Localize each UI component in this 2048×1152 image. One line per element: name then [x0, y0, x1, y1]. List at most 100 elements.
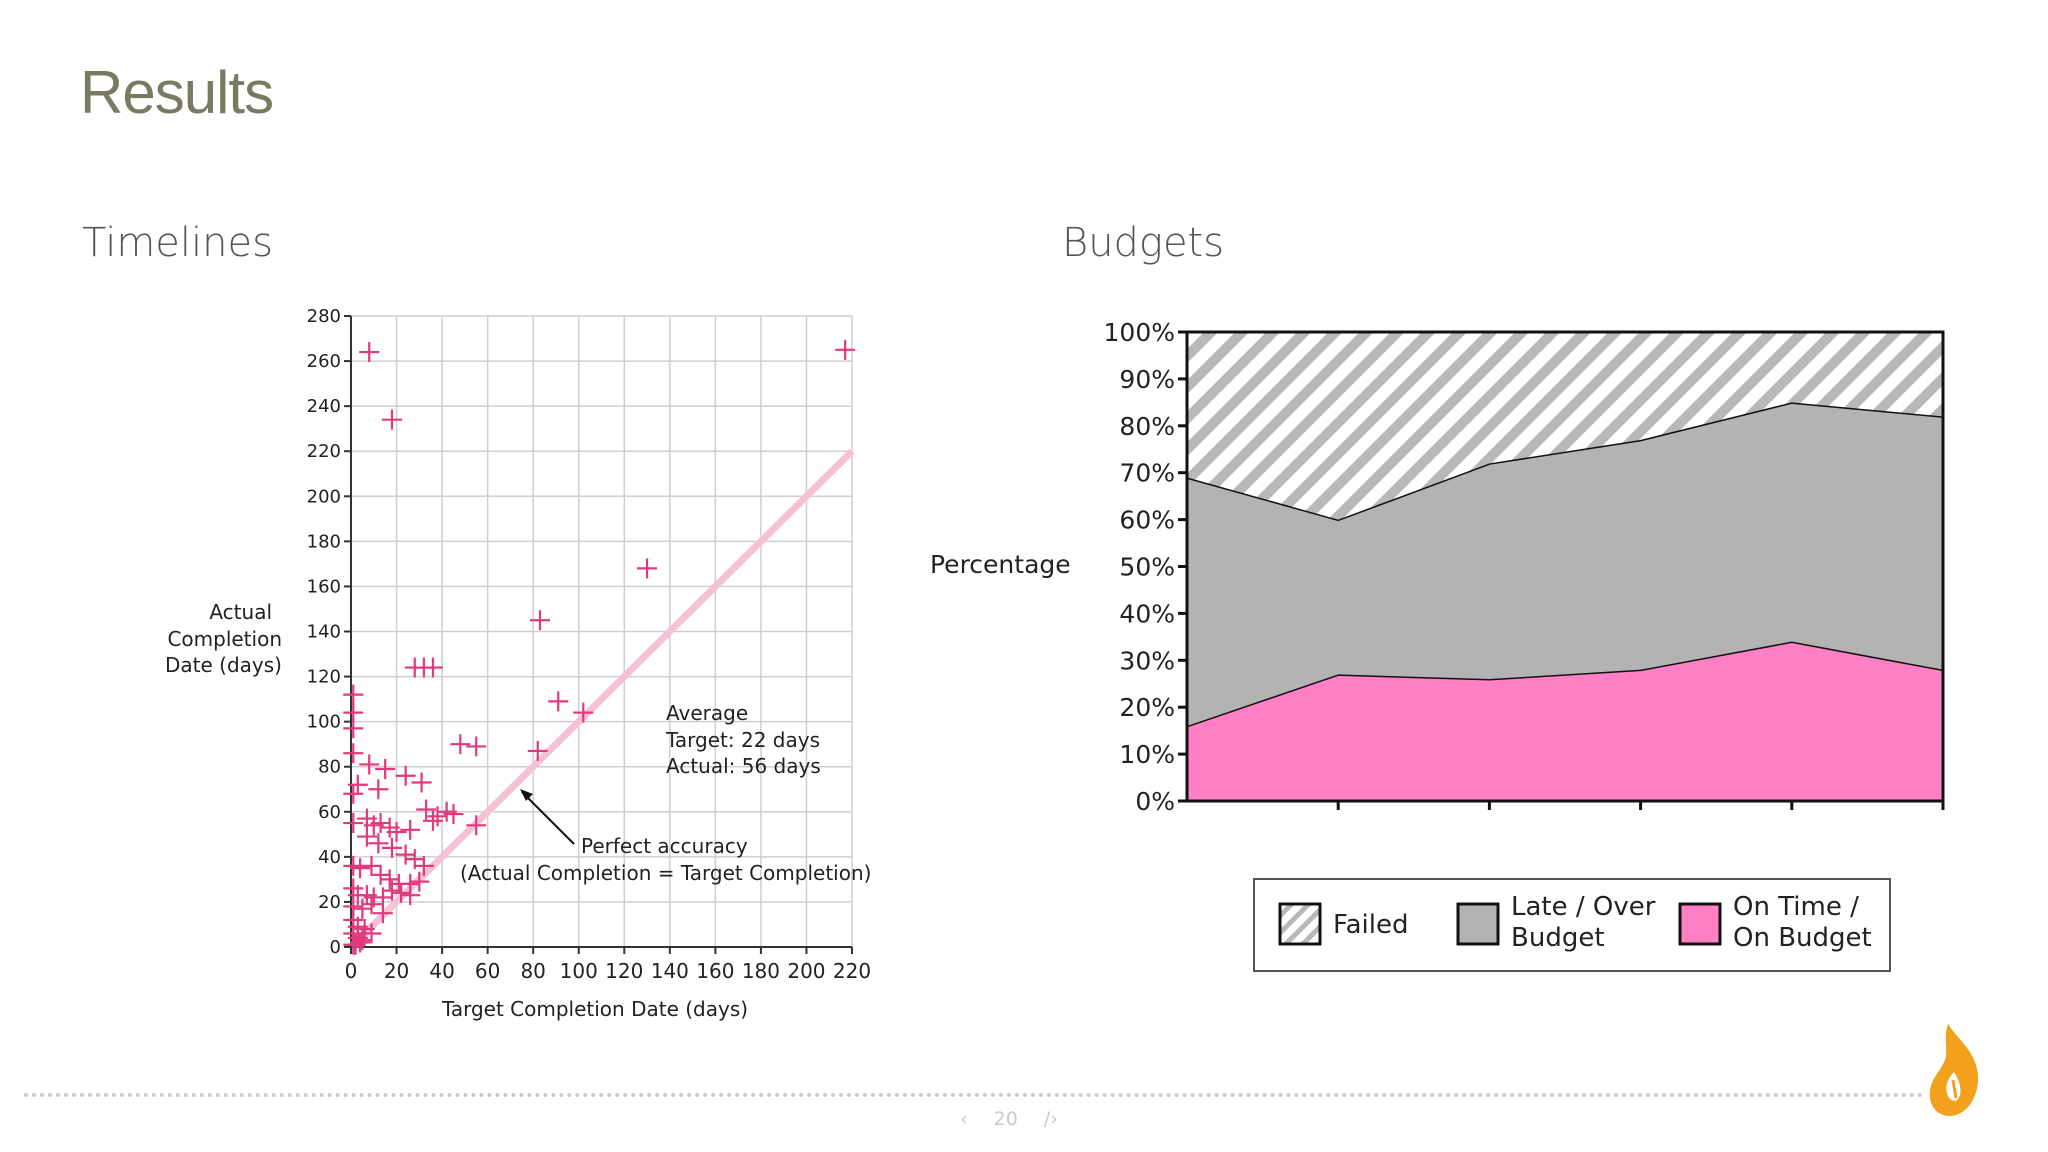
area-y-tick-label: 80% — [1119, 412, 1175, 441]
area-on-time-on-budget — [1187, 641, 1943, 801]
scatter-x-tick-label: 220 — [833, 959, 871, 983]
scatter-point — [416, 799, 437, 820]
scatter-point — [548, 691, 569, 712]
scatter-y-tick-label: 60 — [318, 802, 341, 823]
area-legend: Failed Late / Over Budget On Time / On B… — [1253, 878, 1891, 972]
scatter-point — [347, 774, 368, 795]
scatter-y-tick-labels: 0 20 40 60 80 100 120 140 160 180 200 220 240 260 280 — [307, 306, 351, 958]
average-annotation-line-3: Actual: 56 days — [666, 754, 821, 778]
scatter-point — [409, 871, 430, 892]
scatter-point — [400, 819, 421, 840]
scatter-y-tick-label: 160 — [307, 576, 341, 597]
scatter-x-tick-label: 60 — [475, 959, 500, 983]
scatter-point — [352, 898, 373, 919]
scatter-point — [466, 736, 487, 757]
legend-swatch-failed — [1278, 902, 1322, 946]
scatter-point — [343, 813, 364, 834]
scatter-point — [350, 858, 371, 879]
legend-label-late-line-2: Budget — [1511, 923, 1605, 953]
scatter-x-tick-label: 140 — [651, 959, 689, 983]
scatter-point — [343, 743, 364, 764]
scatter-y-axis-label-line-3: Date (days) — [165, 653, 282, 677]
scatter-point — [343, 718, 364, 739]
scatter-y-tick-label: 200 — [307, 486, 341, 507]
scatter-y-tick-label: 80 — [318, 757, 341, 778]
perfect-accuracy-arrow — [521, 791, 575, 845]
scatter-y-axis-label-line-2: Completion — [167, 627, 282, 651]
perfect-accuracy-annotation-line-2: (Actual Completion = Target Completion) — [460, 861, 871, 885]
scatter-point — [413, 855, 434, 876]
area-y-axis-label: Percentage — [930, 550, 1071, 579]
scatter-point — [375, 758, 396, 779]
area-y-tick-label: 40% — [1119, 599, 1175, 628]
scatter-point — [370, 864, 391, 885]
scatter-point — [443, 804, 464, 825]
scatter-point — [381, 409, 402, 430]
scatter-point — [368, 779, 389, 800]
legend-frame — [1253, 878, 1891, 972]
scatter-point — [411, 772, 432, 793]
perfect-accuracy-arrowhead — [520, 789, 533, 801]
scatter-y-tick-label: 240 — [307, 396, 341, 417]
slide-title: Results — [80, 59, 274, 126]
area-y-tick-label: 0% — [1135, 787, 1175, 816]
scatter-point — [359, 342, 380, 363]
scatter-point — [466, 815, 487, 836]
scatter-point — [527, 740, 548, 761]
legend-label-late-line-1: Late / Over — [1511, 892, 1656, 922]
scatter-x-tick-label: 0 — [345, 959, 358, 983]
timelines-heading: Timelines — [82, 220, 273, 266]
scatter-point — [427, 806, 448, 827]
scatter-point — [395, 844, 416, 865]
scatter-point — [400, 885, 421, 906]
budgets-heading: Budgets — [1062, 220, 1225, 266]
scatter-point — [395, 765, 416, 786]
perfect-accuracy-line — [348, 448, 855, 950]
scatter-x-tick-label: 180 — [742, 959, 780, 983]
scatter-x-axis-label: Target Completion Date (days) — [441, 997, 748, 1021]
scatter-point — [356, 826, 377, 847]
area-y-tick-label: 20% — [1119, 693, 1175, 722]
area-y-tick-label: 30% — [1119, 646, 1175, 675]
scatter-point — [343, 783, 364, 804]
scatter-x-tick-label: 20 — [384, 959, 409, 983]
area-failed — [1187, 332, 1943, 520]
scatter-x-tick-label: 160 — [696, 959, 734, 983]
chevron-right-icon[interactable]: /› — [1043, 1108, 1058, 1130]
chevron-left-icon[interactable]: ‹ — [960, 1108, 968, 1130]
area-y-tick-label: 90% — [1119, 365, 1175, 394]
scatter-y-tick-label: 40 — [318, 847, 341, 868]
scatter-point — [343, 684, 364, 705]
scatter-y-tick-label: 100 — [307, 712, 341, 733]
scatter-y-tick-label: 20 — [318, 892, 341, 913]
flame-logo-icon — [1929, 1024, 1979, 1116]
scatter-point — [368, 833, 389, 854]
scatter-point — [422, 810, 443, 831]
scatter-x-tick-label: 40 — [429, 959, 454, 983]
scatter-x-tick-label: 200 — [787, 959, 825, 983]
scatter-x-tick-label: 120 — [605, 959, 643, 983]
scatter-y-tick-label: 120 — [307, 667, 341, 688]
scatter-point — [372, 903, 393, 924]
area-y-tick-label: 10% — [1119, 740, 1175, 769]
scatter-y-axis-label-line-1: Actual — [209, 600, 272, 624]
scatter-point — [359, 754, 380, 775]
scatter-point — [391, 882, 412, 903]
scatter-points — [343, 339, 856, 955]
area-y-tick-label: 50% — [1119, 553, 1175, 582]
scatter-point — [450, 734, 471, 755]
legend-label-on-time-line-2: On Budget — [1733, 923, 1872, 953]
scatter-point — [637, 558, 658, 579]
scatter-y-tick-label: 220 — [307, 441, 341, 462]
scatter-point — [361, 894, 382, 915]
area-y-tick-labels: 0% 10% 20% 30% 40% 50% 60% 70% 80% 90% 100% — [1104, 318, 1187, 816]
scatter-point — [381, 880, 402, 901]
scatter-point — [361, 855, 382, 876]
scatter-x-tick-labels: 0 20 40 60 80 100 120 140 160 180 200 220 — [345, 947, 871, 983]
scatter-y-tick-label: 280 — [307, 306, 341, 327]
scatter-x-tick-label: 100 — [560, 959, 598, 983]
average-annotation-line-1: Average — [666, 701, 748, 725]
scatter-point — [530, 610, 551, 631]
legend-swatch-on-time — [1678, 902, 1722, 946]
perfect-accuracy-annotation-line-1: Perfect accuracy — [581, 834, 748, 858]
